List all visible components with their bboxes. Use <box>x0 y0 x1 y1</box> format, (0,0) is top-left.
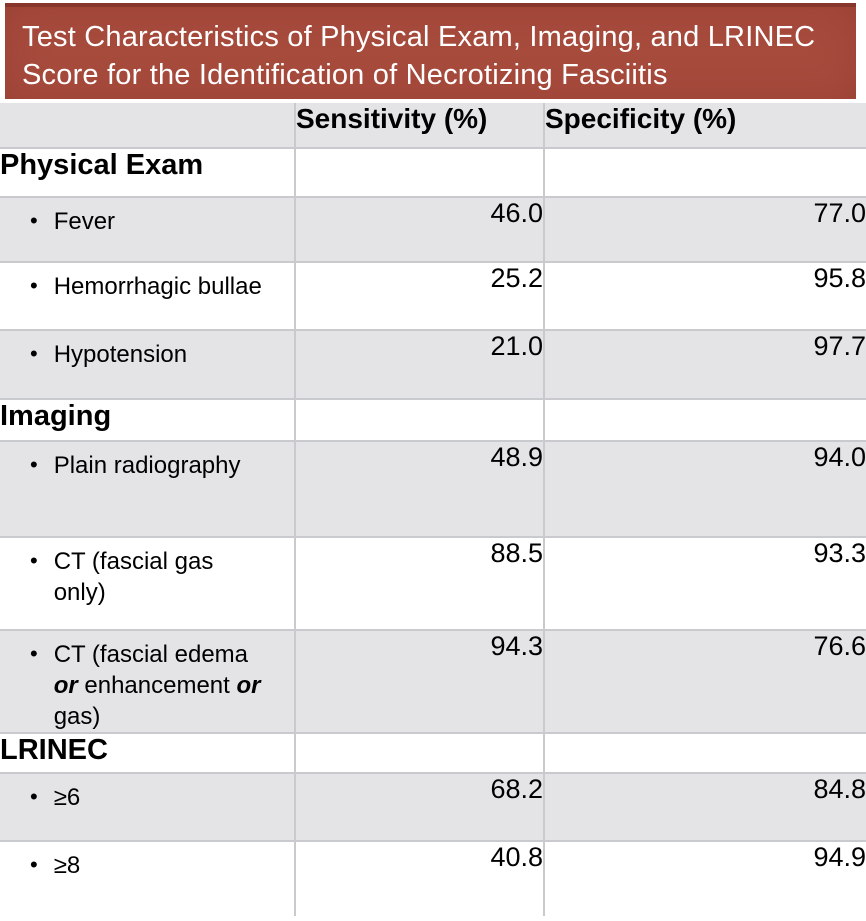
section-label: LRINEC <box>0 732 296 774</box>
section-row-physical-exam: Physical Exam <box>0 147 866 198</box>
table-row-plain-radiography: • Plain radiography 48.9 94.0 <box>0 440 866 538</box>
specificity-cell <box>543 147 866 198</box>
sensitivity-cell: 21.0 <box>294 329 545 400</box>
row-label-cell: • Hemorrhagic bullae <box>0 261 296 331</box>
bullet-icon: • <box>30 784 38 809</box>
sensitivity-cell <box>294 147 545 198</box>
bullet-icon: • <box>30 208 38 233</box>
sensitivity-cell <box>294 732 545 774</box>
specificity-cell: 94.9 <box>543 840 866 917</box>
section-row-imaging: Imaging <box>0 398 866 442</box>
section-label: Physical Exam <box>0 147 296 198</box>
bullet-icon: • <box>30 273 38 298</box>
specificity-cell: 77.0 <box>543 196 866 263</box>
item-label: Hemorrhagic bullae <box>53 273 262 300</box>
table-row-hypotension: • Hypotension 21.0 97.7 <box>0 329 866 400</box>
sensitivity-cell: 68.2 <box>294 772 545 842</box>
sensitivity-cell: 40.8 <box>294 840 545 917</box>
row-label-cell: • CT (fascial gas only) <box>0 536 296 631</box>
sensitivity-cell: 94.3 <box>294 629 545 734</box>
specificity-cell: 84.8 <box>543 772 866 842</box>
row-label-cell: • CT (fascial edema or enhancement or ga… <box>0 629 296 734</box>
table-row-hemorrhagic-bullae: • Hemorrhagic bullae 25.2 95.8 <box>0 261 866 331</box>
bullet-icon: • <box>30 548 38 573</box>
title-banner-background: Test Characteristics of Physical Exam, I… <box>5 3 856 99</box>
item-label: ≥8 <box>53 852 81 879</box>
item-label: Plain radiography <box>53 452 241 479</box>
specificity-cell <box>543 732 866 774</box>
item-label: ≥6 <box>53 784 81 811</box>
item-label: Hypotension <box>53 341 188 368</box>
sensitivity-cell <box>294 398 545 442</box>
row-label-cell: • ≥8 <box>0 840 296 917</box>
sensitivity-cell: 25.2 <box>294 261 545 331</box>
row-label-cell: • ≥6 <box>0 772 296 842</box>
row-label-cell: • Plain radiography <box>0 440 296 538</box>
table-row-ct-fascial-gas-only: • CT (fascial gas only) 88.5 93.3 <box>0 536 866 631</box>
specificity-cell: 97.7 <box>543 329 866 400</box>
table-row-lrinec-ge6: • ≥6 68.2 84.8 <box>0 772 866 842</box>
title-banner: Test Characteristics of Physical Exam, I… <box>5 3 856 99</box>
bullet-icon: • <box>30 341 38 366</box>
slide: Test Characteristics of Physical Exam, I… <box>0 3 866 921</box>
specificity-cell: 76.6 <box>543 629 866 734</box>
table-row-lrinec-ge8: • ≥8 40.8 94.9 <box>0 840 866 917</box>
row-label-cell: • Fever <box>0 196 296 263</box>
row-label-column-header <box>0 102 296 149</box>
sensitivity-cell: 46.0 <box>294 196 545 263</box>
test-characteristics-table: Sensitivity (%) Specificity (%) Physical… <box>0 102 866 917</box>
row-label-cell: • Hypotension <box>0 329 296 400</box>
table-row-ct-fascial-edema-or-enhancement-or-gas: • CT (fascial edema or enhancement or ga… <box>0 629 866 734</box>
specificity-cell: 93.3 <box>543 536 866 631</box>
item-label: CT (fascial edema or enhancement or gas) <box>53 641 261 730</box>
section-row-lrinec: LRINEC <box>0 732 866 774</box>
table-row-fever: • Fever 46.0 77.0 <box>0 196 866 263</box>
specificity-cell: 94.0 <box>543 440 866 538</box>
item-label: Fever <box>53 208 116 235</box>
bullet-icon: • <box>30 641 38 666</box>
specificity-cell: 95.8 <box>543 261 866 331</box>
bullet-icon: • <box>30 452 38 477</box>
column-header-row: Sensitivity (%) Specificity (%) <box>0 102 866 149</box>
specificity-cell <box>543 398 866 442</box>
section-label: Imaging <box>0 398 296 442</box>
bullet-icon: • <box>30 852 38 877</box>
page-title: Test Characteristics of Physical Exam, I… <box>22 21 816 91</box>
sensitivity-cell: 88.5 <box>294 536 545 631</box>
specificity-column-header: Specificity (%) <box>543 102 866 149</box>
sensitivity-column-header: Sensitivity (%) <box>294 102 545 149</box>
item-label: CT (fascial gas only) <box>53 548 214 606</box>
sensitivity-cell: 48.9 <box>294 440 545 538</box>
